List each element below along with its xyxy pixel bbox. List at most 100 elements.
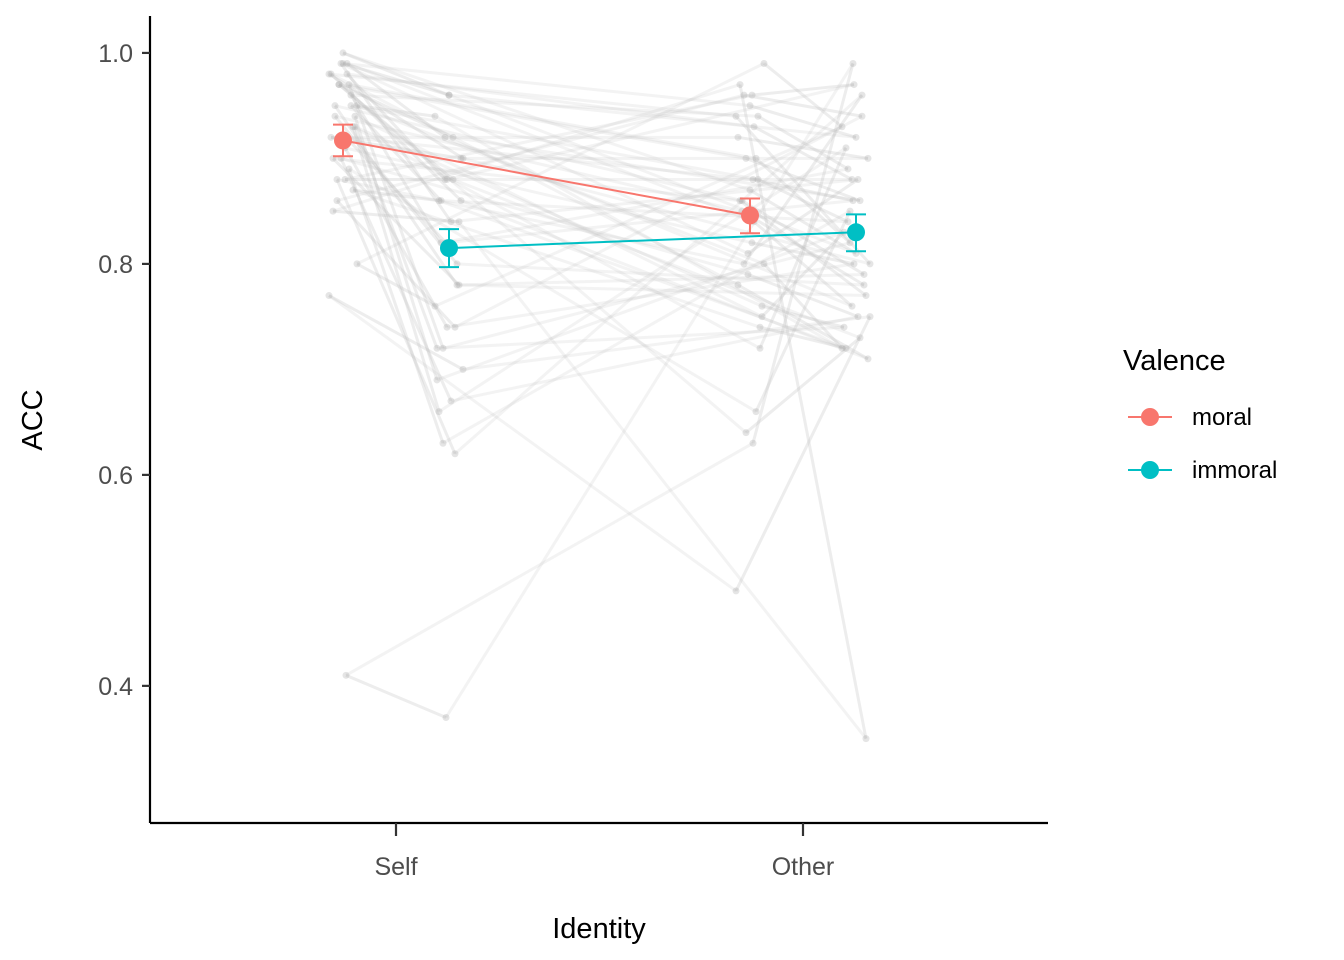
participant-point: [443, 323, 451, 331]
participant-point: [740, 260, 748, 268]
participant-line-immoral: [458, 283, 867, 298]
participant-line-immoral: [436, 230, 845, 382]
participant: [325, 292, 874, 595]
participant: [339, 59, 860, 141]
participant-line-moral: [348, 167, 757, 413]
participant: [351, 123, 848, 352]
participant-point: [331, 112, 339, 120]
y-tick-label: 1.0: [98, 40, 133, 68]
participant-point: [734, 281, 742, 289]
participant-point: [345, 81, 353, 89]
participant-line-self: [347, 168, 445, 444]
participant-point: [337, 59, 345, 67]
participant-line-self: [330, 135, 462, 160]
participant-point: [431, 112, 439, 120]
participant-line-immoral: [454, 93, 863, 455]
participant-line-other: [754, 210, 852, 413]
participant-line-immoral: [436, 325, 845, 350]
participant-line-immoral: [450, 315, 859, 403]
participant-point: [838, 344, 846, 352]
participant-line-self: [339, 157, 453, 402]
participant-point: [758, 313, 766, 321]
participant: [337, 154, 862, 405]
participant-point: [842, 144, 850, 152]
participant-point: [849, 197, 857, 205]
participant-line-moral: [352, 125, 761, 350]
participant: [333, 91, 866, 458]
participant-line-self: [356, 262, 436, 308]
legend-key-point: [1141, 408, 1159, 426]
participant-line-moral: [340, 62, 749, 255]
participant-line-immoral: [460, 199, 869, 361]
participant-line-moral: [346, 72, 755, 129]
participant-point: [838, 123, 846, 131]
participant: [345, 81, 854, 352]
participant-line-moral: [344, 146, 753, 245]
participant-line-self: [335, 178, 457, 455]
participant-point: [325, 292, 333, 300]
participant-point: [435, 197, 443, 205]
y-tick-label: 0.4: [98, 673, 133, 701]
participant-line-other: [751, 63, 855, 444]
participant-line-other: [739, 199, 867, 297]
participant-line-moral: [350, 104, 759, 181]
participant-point: [351, 112, 359, 120]
participant: [329, 154, 870, 300]
participant-line-self: [353, 115, 439, 381]
participant-point: [453, 260, 461, 268]
participant-line-other: [737, 283, 869, 361]
participant-line-other: [745, 157, 861, 203]
participant-point: [846, 239, 854, 247]
participant-point: [335, 81, 343, 89]
x-tick-label: Self: [374, 853, 417, 881]
participant-line-other: [753, 125, 853, 181]
participant-point: [455, 218, 463, 226]
participant-line-immoral: [450, 178, 859, 224]
participant-line-self: [346, 62, 446, 139]
participant-point: [842, 344, 850, 352]
participant-line-self: [344, 136, 448, 244]
participant-point: [742, 429, 750, 437]
participant-line-other: [749, 188, 857, 255]
participant-point: [854, 313, 862, 321]
participant: [331, 102, 868, 289]
participant-point: [329, 207, 337, 215]
participant-line-self: [335, 199, 457, 329]
participant-point: [449, 176, 457, 184]
series-line: [448, 231, 857, 250]
participant-line-moral: [332, 83, 741, 213]
participant-point: [864, 154, 872, 162]
participant-point: [840, 323, 848, 331]
participant-point: [455, 281, 463, 289]
participant-line-immoral: [444, 135, 853, 308]
participant-line-immoral: [448, 93, 857, 255]
participant-line-self: [331, 157, 461, 287]
participant: [335, 81, 864, 205]
participant-point: [860, 281, 868, 289]
legend-label: moral: [1192, 404, 1252, 431]
participant-point: [752, 408, 760, 416]
participant-line-other: [751, 241, 855, 266]
participant-point: [339, 49, 347, 57]
participant-line-self: [328, 294, 464, 371]
participant-line-other: [763, 62, 843, 128]
participant-point: [760, 260, 768, 268]
participant-line-moral: [348, 83, 757, 160]
participant-point: [848, 302, 856, 310]
participant-point: [441, 133, 449, 141]
participant-point: [749, 439, 757, 447]
participant-line-other: [734, 315, 872, 592]
participant-line-moral: [336, 93, 745, 203]
participant-point: [760, 59, 768, 67]
participant-line-other: [762, 262, 844, 350]
participant-line-moral: [350, 93, 759, 118]
participant-point: [457, 154, 465, 162]
legend-label: immoral: [1192, 457, 1277, 484]
participant-line-moral: [338, 83, 747, 160]
participant: [349, 123, 850, 416]
participant-line-other: [751, 83, 855, 97]
participant-line-moral: [345, 135, 754, 182]
participant-point: [858, 112, 866, 120]
participant-point: [353, 102, 361, 110]
